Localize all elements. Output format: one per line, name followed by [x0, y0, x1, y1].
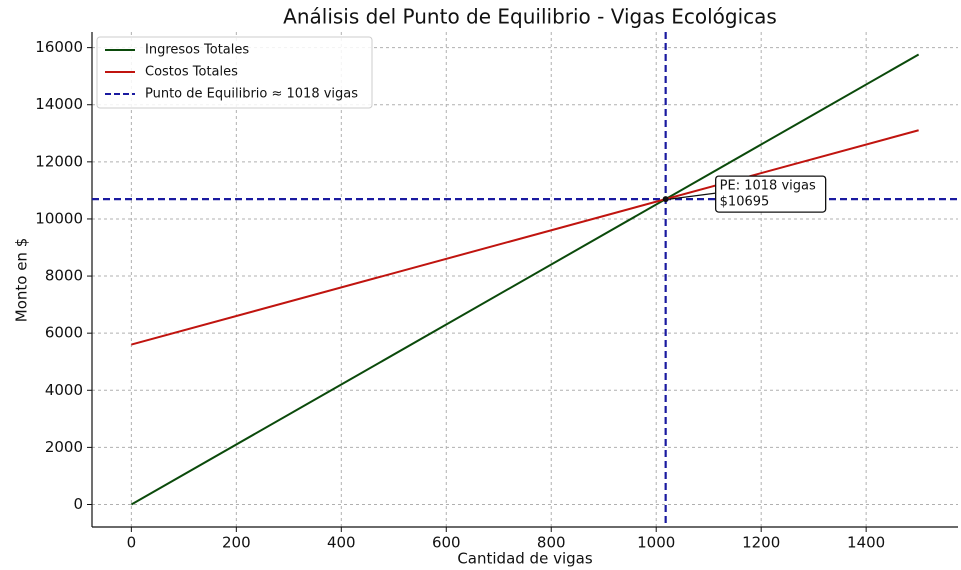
y-tick-label: 8000 [45, 267, 83, 285]
x-tick-label: 1400 [847, 534, 885, 552]
y-axis-label: Monto en $ [13, 238, 31, 323]
y-tick-label: 6000 [45, 324, 83, 342]
x-axis-label: Cantidad de vigas [457, 550, 593, 568]
break-even-point [662, 196, 669, 203]
legend-label: Costos Totales [145, 65, 238, 80]
annotation-text: PE: 1018 vigas [720, 179, 816, 194]
x-tick-label: 0 [127, 534, 137, 552]
series-line [130, 53, 920, 506]
x-tick-label: 800 [537, 534, 566, 552]
legend-label: Ingresos Totales [145, 43, 249, 58]
series-line [131, 129, 919, 346]
annotation-arrow [669, 192, 716, 200]
y-tick-label: 2000 [45, 438, 83, 456]
x-tick-label: 200 [222, 534, 251, 552]
legend-label: Punto de Equilibrio ≈ 1018 vigas [145, 87, 358, 102]
x-tick-label: 1000 [637, 534, 675, 552]
legend-box [96, 36, 373, 109]
y-tick-label: 14000 [35, 95, 83, 113]
y-tick-label: 0 [73, 495, 83, 513]
y-tick-label: 16000 [35, 38, 83, 56]
x-tick-label: 1200 [742, 534, 780, 552]
y-tick-label: 4000 [45, 381, 83, 399]
chart-title: Análisis del Punto de Equilibrio - Vigas… [283, 5, 777, 29]
y-tick-label: 10000 [35, 209, 83, 227]
annotation-box [715, 175, 827, 213]
annotation-text: $10695 [720, 195, 770, 210]
y-tick-label: 12000 [35, 152, 83, 170]
x-tick-label: 400 [327, 534, 356, 552]
x-tick-label: 600 [432, 534, 461, 552]
